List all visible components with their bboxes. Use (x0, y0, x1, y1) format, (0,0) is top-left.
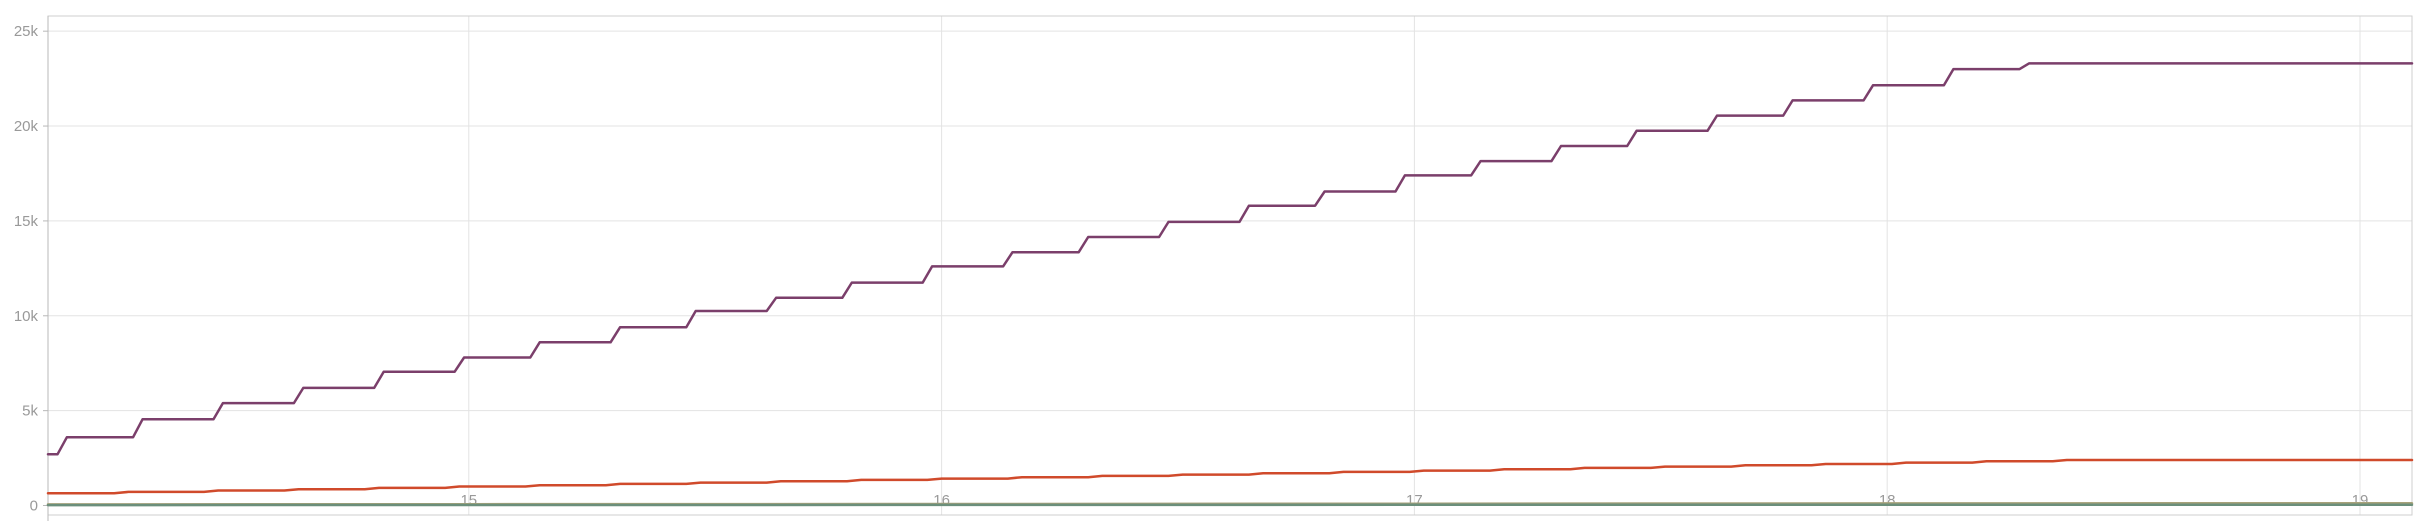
x-tick-label: 16 (933, 492, 950, 509)
axes (43, 16, 49, 521)
y-tick-label: 5k (22, 403, 38, 420)
series-line-2 (46, 458, 2414, 495)
y-tick-label: 25k (14, 23, 39, 40)
y-tick-label: 15k (14, 213, 39, 230)
x-tick-label: 15 (460, 492, 477, 509)
series-layer (46, 62, 2414, 507)
y-tick-label: 10k (14, 308, 39, 325)
y-tick-label: 20k (14, 118, 39, 135)
x-tick-label: 19 (2352, 492, 2369, 509)
y-grid-lines (48, 30, 2412, 507)
x-tick-label: 18 (1879, 492, 1896, 509)
x-grid-lines (468, 16, 2361, 515)
x-tick-label: 17 (1406, 492, 1423, 509)
x-axis-tick-labels: 15 16 17 18 19 (460, 492, 2368, 509)
y-tick-label: 0 (30, 498, 38, 515)
series-line-1 (46, 62, 2414, 456)
y-axis-tick-labels: 0 5k 10k 15k 20k 25k (14, 23, 39, 514)
plot-frame (47, 15, 2413, 516)
